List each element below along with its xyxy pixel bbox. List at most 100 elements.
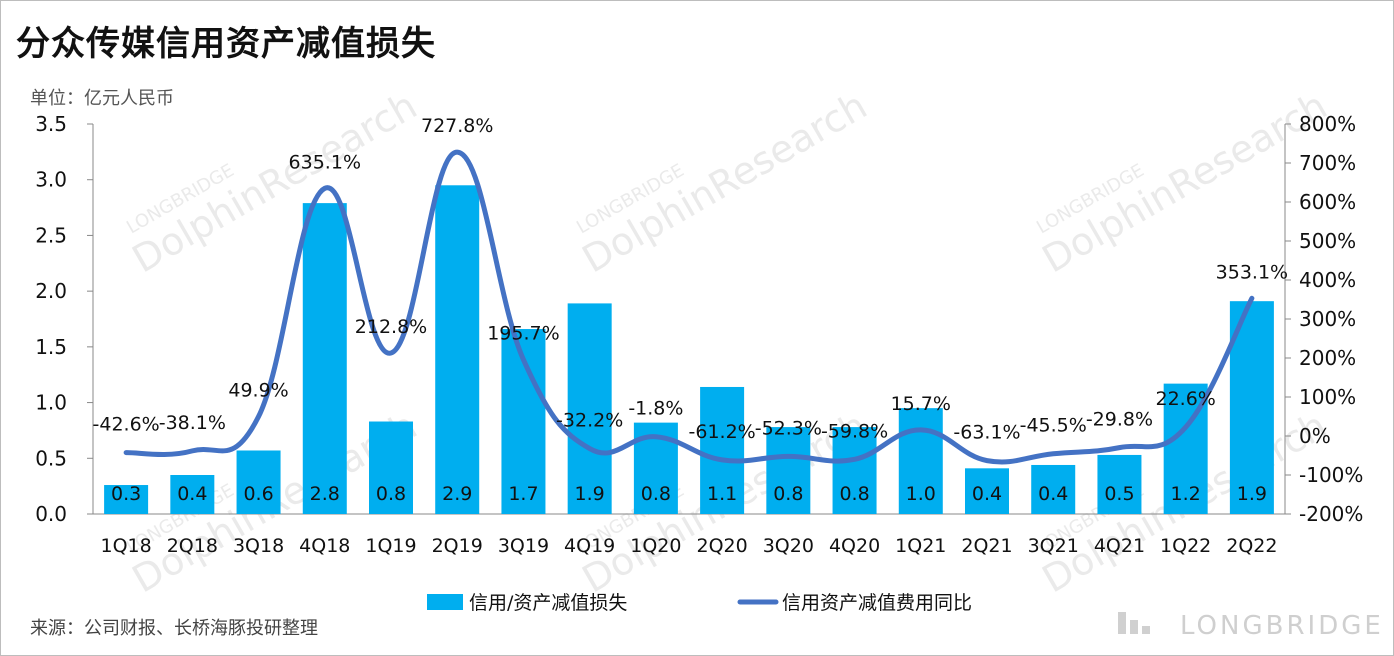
bar-value-label: 0.8	[376, 483, 406, 505]
x-tick-label: 2Q20	[696, 535, 747, 557]
y-left-tick-label: 2.0	[35, 279, 67, 303]
y-left-tick-label: 1.0	[35, 391, 67, 415]
y-right-tick-label: 500%	[1299, 229, 1356, 253]
x-tick-label: 2Q19	[432, 535, 483, 557]
bar	[104, 485, 149, 514]
legend-bar-label: 信用/资产减值损失	[469, 592, 627, 614]
bar	[369, 421, 413, 514]
x-tick-label: 4Q18	[299, 535, 350, 557]
line-value-label: -61.2%	[689, 421, 756, 443]
legend: 信用/资产减值损失 信用资产减值费用同比	[427, 592, 972, 614]
line-value-label: 22.6%	[1155, 388, 1215, 410]
unit-label: 单位：亿元人民币	[30, 88, 174, 109]
line-series	[123, 149, 1255, 465]
bar	[236, 450, 281, 514]
y-left-tick-label: 0.5	[35, 446, 67, 470]
line-value-label: 212.8%	[355, 316, 427, 338]
x-tick-label: 2Q22	[1226, 535, 1277, 557]
y-left-tick-label: 3.5	[35, 112, 67, 136]
bar-value-label: 0.8	[773, 483, 803, 505]
bar	[700, 386, 745, 514]
y-right-tick-label: 600%	[1299, 190, 1356, 214]
x-tick-label: 4Q20	[829, 535, 880, 557]
line-value-label: 635.1%	[289, 151, 361, 173]
legend-bar-swatch	[427, 594, 463, 610]
bar	[435, 185, 480, 515]
y-right-tick-label: -100%	[1299, 463, 1363, 487]
bar	[965, 468, 1009, 514]
y-right-tick-label: 800%	[1299, 112, 1356, 136]
watermark-line2: DolphinResearch	[1035, 83, 1334, 281]
line-value-label: -52.3%	[755, 417, 822, 439]
y-right-tick-label: 400%	[1299, 268, 1356, 292]
bar	[302, 203, 347, 514]
line-value-label: -1.8%	[628, 398, 683, 420]
bar	[170, 475, 215, 514]
source-note: 来源：公司财报、长桥海豚投研整理	[30, 618, 318, 639]
bar-value-label: 0.3	[111, 483, 141, 505]
bar-value-label: 1.2	[1171, 483, 1201, 505]
x-tick-label: 1Q18	[100, 535, 151, 557]
bar-value-label: 0.8	[641, 483, 671, 505]
y-right-tick-label: 200%	[1299, 346, 1356, 370]
y-left-tick-label: 1.5	[35, 335, 67, 359]
legend-line-label: 信用资产减值费用同比	[782, 592, 972, 614]
x-tick-label: 4Q19	[564, 535, 615, 557]
bar-value-label: 0.4	[1038, 483, 1068, 505]
chart-title: 分众传媒信用资产减值损失	[16, 24, 436, 64]
bar	[766, 427, 811, 514]
x-tick-label: 3Q20	[763, 535, 814, 557]
y-right-tick-label: 100%	[1299, 385, 1356, 409]
line-path	[123, 149, 1255, 465]
bar-value-label: 1.7	[508, 483, 538, 505]
brand-logo-mark	[1142, 626, 1150, 634]
bar-value-label: 0.5	[1104, 483, 1134, 505]
y-right-tick-label: 0%	[1299, 424, 1331, 448]
x-tick-label: 3Q21	[1028, 535, 1079, 557]
line-value-label: 49.9%	[228, 380, 288, 402]
line-value-label: 727.8%	[421, 115, 493, 137]
bar	[832, 427, 877, 514]
bar	[1097, 454, 1142, 514]
data-labels: 0.3 0.4 0.6 2.8 0.8 2.9 1.7 1.9 0.8 1.1 0.8 0.8 1.0 0…	[93, 115, 1289, 505]
brand-logo: LONGBRIDGE	[1118, 611, 1384, 641]
line-value-label: -45.5%	[1020, 415, 1087, 437]
x-tick-label: 1Q20	[630, 535, 681, 557]
brand-logo-text: LONGBRIDGE	[1180, 611, 1384, 641]
x-tick-label: 1Q21	[895, 535, 946, 557]
bar-value-label: 2.9	[442, 483, 472, 505]
bar-value-label: 1.0	[906, 483, 936, 505]
watermark-line2: DolphinResearch	[575, 83, 874, 281]
line-value-label: 15.7%	[891, 393, 951, 415]
line-value-label: -63.1%	[953, 422, 1020, 444]
bar	[898, 408, 943, 514]
x-tick-label: 2Q21	[961, 535, 1012, 557]
bar	[567, 303, 612, 514]
bar-value-label: 2.8	[310, 483, 340, 505]
bar-value-label: 1.9	[575, 483, 605, 505]
x-tick-label: 2Q18	[167, 535, 218, 557]
y-right-tick-label: 700%	[1299, 151, 1356, 175]
line-value-label: -32.2%	[556, 410, 623, 432]
x-tick-label: 4Q21	[1094, 535, 1145, 557]
brand-logo-mark	[1130, 620, 1138, 634]
bar-value-label: 0.6	[243, 483, 273, 505]
bar-series	[104, 185, 1274, 515]
y-left-tick-label: 0.0	[35, 502, 67, 526]
bar-value-label: 0.8	[839, 483, 869, 505]
y-right-tick-label: -200%	[1299, 502, 1363, 526]
bar-value-label: 0.4	[177, 483, 207, 505]
x-tick-label: 1Q19	[365, 535, 416, 557]
x-tick-label: 3Q19	[498, 535, 549, 557]
y-right-tick-label: 300%	[1299, 307, 1356, 331]
line-value-label: 353.1%	[1216, 261, 1288, 283]
bar-value-label: 0.4	[972, 483, 1002, 505]
watermark-line2: DolphinResearch	[125, 83, 424, 281]
line-value-label: -42.6%	[93, 414, 160, 436]
bar-value-label: 1.1	[707, 483, 737, 505]
bar	[1031, 464, 1076, 514]
